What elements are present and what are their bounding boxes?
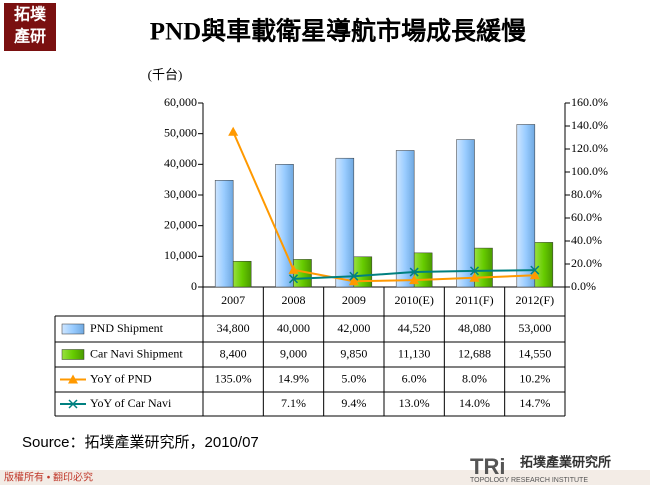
- marker: [409, 275, 420, 285]
- y-tick-label: 120.0%: [571, 141, 608, 155]
- x-tick-label: 2011(F): [455, 293, 493, 307]
- bar: [335, 157, 355, 288]
- brand-name: 拓墣產業研究所: [520, 454, 611, 469]
- table-value: 14.9%: [278, 371, 309, 385]
- table-value: 6.0%: [402, 371, 427, 385]
- y-tick-label: 50,000: [164, 125, 197, 139]
- marker: [469, 272, 480, 282]
- x-tick-label: 2010(E): [395, 293, 434, 307]
- marker: [288, 264, 299, 274]
- chart-title: PND與車載衛星導航市場成長緩慢: [150, 17, 527, 46]
- table-value: 14.7%: [519, 396, 550, 410]
- y-tick-label: 60,000: [164, 95, 197, 109]
- table-value: 14,550: [518, 346, 551, 360]
- legend-key: [61, 349, 85, 360]
- y-unit: (千台): [148, 67, 183, 82]
- table-value: 9,850: [340, 346, 367, 360]
- y-tick-label: 30,000: [164, 187, 197, 201]
- table-value: 8.0%: [462, 371, 487, 385]
- y-tick-label: 60.0%: [571, 210, 602, 224]
- legend-label: PND Shipment: [90, 321, 164, 335]
- y-tick-label: 80.0%: [571, 187, 602, 201]
- y-tick-label: 160.0%: [571, 95, 608, 109]
- table-value: 5.0%: [341, 371, 366, 385]
- marker: [288, 274, 299, 284]
- marker: [348, 276, 359, 286]
- source: Source：拓墣產業研究所，2010/07: [22, 434, 259, 451]
- bar: [275, 164, 294, 288]
- copyright: 版權所有 • 翻印必究: [4, 471, 93, 484]
- table-value: 12,688: [458, 346, 491, 360]
- brand-english: TOPOLOGY RESEARCH INSTITUTE: [470, 477, 588, 484]
- legend-key: [68, 374, 78, 384]
- table-value: 8,400: [220, 346, 247, 360]
- y-tick-label: 20,000: [164, 217, 197, 231]
- y-tick-label: 140.0%: [571, 118, 608, 132]
- bar: [516, 124, 536, 288]
- table-value: 42,000: [337, 321, 370, 335]
- legend-key: [68, 399, 78, 409]
- y-tick-label: 10,000: [164, 248, 197, 262]
- table-value: 13.0%: [399, 396, 430, 410]
- logo-text: 拓墣: [14, 5, 46, 24]
- x-tick-label: 2009: [342, 293, 366, 307]
- bar: [456, 139, 475, 288]
- table-value: 44,520: [398, 321, 431, 335]
- table-value: 10.2%: [519, 371, 550, 385]
- table-value: 40,000: [277, 321, 310, 335]
- marker: [228, 126, 239, 136]
- bar: [413, 252, 433, 288]
- y-tick-label: 0.0%: [571, 279, 596, 293]
- legend-label: YoY of Car Navi: [90, 396, 172, 410]
- marker: [529, 270, 540, 280]
- y-tick-label: 20.0%: [571, 256, 602, 270]
- marker: [530, 265, 540, 275]
- table-value: 7.1%: [281, 396, 306, 410]
- y-tick-label: 0: [191, 279, 197, 293]
- table-value: 11,130: [398, 346, 431, 360]
- marker: [409, 267, 419, 277]
- y-tick-label: 40.0%: [571, 233, 602, 247]
- x-tick-label: 2012(F): [515, 293, 554, 307]
- bar: [395, 150, 415, 288]
- bar: [534, 242, 554, 288]
- logo-box: [4, 3, 56, 51]
- legend-key: [61, 323, 85, 335]
- table-value: 53,000: [518, 321, 551, 335]
- bar: [214, 180, 234, 288]
- brand-mark: TRi: [470, 454, 505, 479]
- table-value: 48,080: [458, 321, 491, 335]
- y-tick-label: 100.0%: [571, 164, 608, 178]
- table-value: 9,000: [280, 346, 307, 360]
- bar: [232, 260, 252, 288]
- x-tick-label: 2008: [282, 293, 306, 307]
- y-tick-label: 40,000: [164, 156, 197, 170]
- table-value: 14.0%: [459, 396, 490, 410]
- table-value: 9.4%: [341, 396, 366, 410]
- legend-label: Car Navi Shipment: [90, 346, 183, 360]
- legend-label: YoY of PND: [90, 371, 152, 385]
- x-tick-label: 2007: [221, 293, 245, 307]
- table-value: 135.0%: [215, 371, 252, 385]
- logo-text: 產研: [14, 27, 46, 46]
- line: [232, 131, 535, 283]
- table-value: 34,800: [217, 321, 250, 335]
- marker: [349, 271, 359, 281]
- footer-band: [0, 470, 650, 485]
- marker: [469, 266, 480, 276]
- bar: [353, 256, 373, 288]
